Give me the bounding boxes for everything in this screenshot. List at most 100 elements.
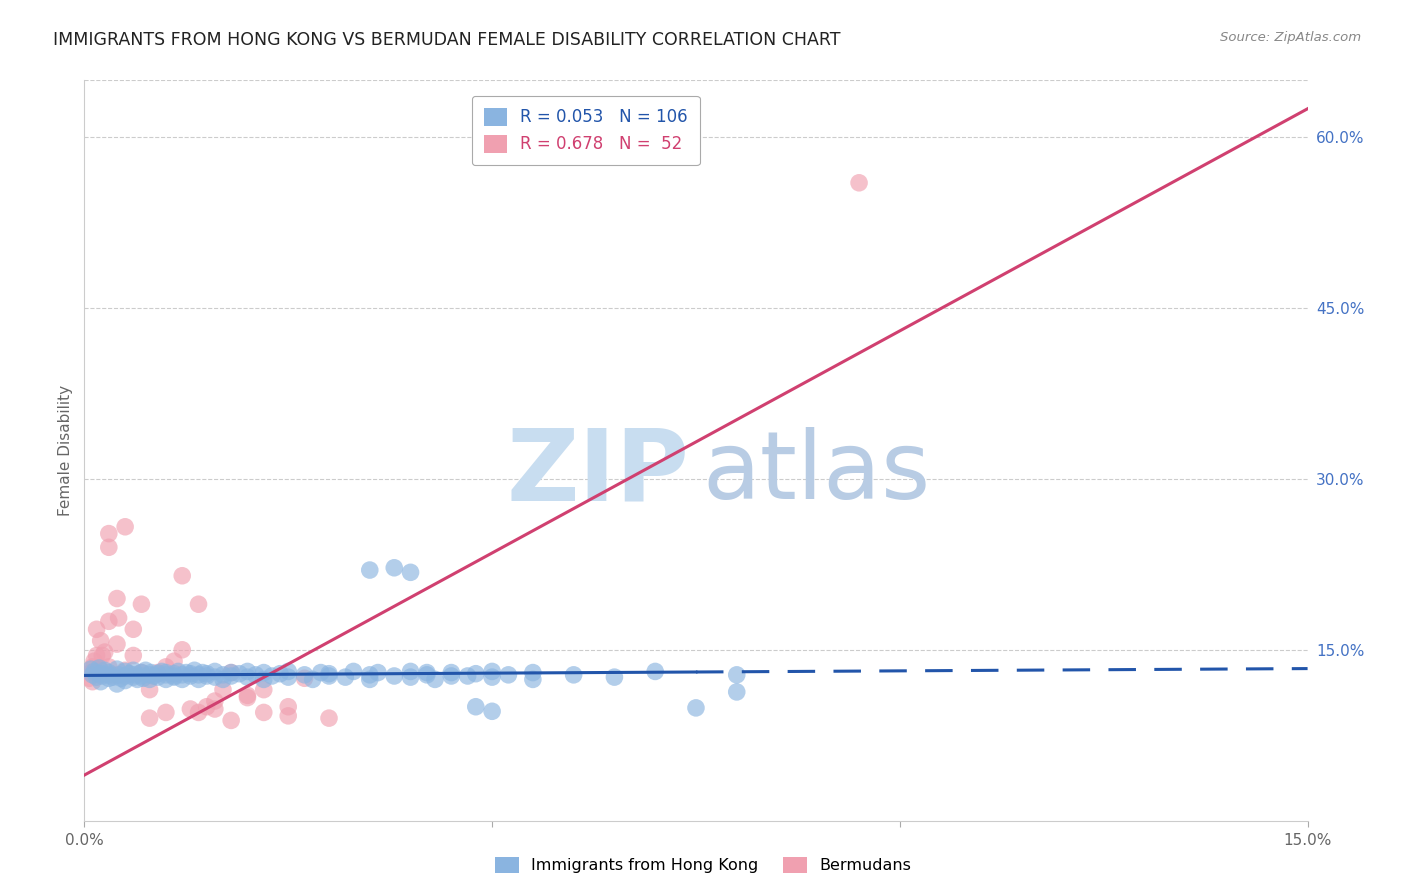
Point (87, 661, 110, 675)
Point (603, 670, 626, 684)
Point (309, 665, 332, 680)
Point (187, 597, 209, 611)
Text: Source: ZipAtlas.com: Source: ZipAtlas.com (1220, 31, 1361, 45)
Point (260, 669, 283, 683)
Point (80, 665, 103, 680)
Point (498, 668, 520, 682)
Point (86, 648, 108, 663)
Point (77, 671, 100, 685)
Legend: R = 0.053   N = 106, R = 0.678   N =  52: R = 0.053 N = 106, R = 0.678 N = 52 (472, 96, 700, 165)
Point (105, 591, 128, 606)
Point (101, 670, 124, 684)
Point (725, 685, 748, 699)
Point (138, 682, 160, 697)
Point (236, 665, 259, 679)
Point (163, 670, 186, 684)
Point (187, 673, 209, 687)
Point (179, 702, 201, 716)
Point (464, 666, 486, 681)
Point (122, 622, 145, 636)
Point (91, 669, 114, 683)
Point (101, 668, 124, 682)
Point (114, 520, 136, 534)
Point (114, 663, 136, 677)
Point (172, 642, 194, 657)
Point (174, 665, 197, 680)
Point (685, 701, 707, 715)
Point (219, 714, 242, 728)
Point (142, 669, 165, 683)
Point (204, 670, 226, 684)
Point (318, 666, 340, 681)
Point (150, 665, 173, 679)
Point (522, 665, 544, 680)
Point (172, 668, 194, 682)
Point (90, 663, 112, 677)
Text: ZIP: ZIP (508, 425, 690, 521)
Point (80, 662, 103, 676)
Point (163, 654, 186, 668)
Point (187, 706, 209, 720)
Point (131, 665, 153, 680)
Point (118, 666, 141, 681)
Point (228, 666, 250, 681)
Point (269, 666, 291, 681)
Point (277, 709, 299, 723)
Point (219, 665, 242, 680)
Point (342, 665, 364, 679)
Point (423, 673, 446, 687)
Point (399, 566, 422, 580)
Point (146, 665, 169, 680)
Point (155, 665, 177, 680)
Point (335, 670, 357, 684)
Point (183, 663, 205, 677)
Text: atlas: atlas (702, 426, 931, 518)
Point (90, 674, 112, 689)
Point (294, 671, 316, 685)
Point (135, 663, 157, 677)
Point (277, 670, 299, 684)
Point (131, 597, 153, 611)
Point (83, 654, 105, 668)
Y-axis label: Female Disability: Female Disability (58, 384, 73, 516)
Point (122, 670, 145, 684)
Point (97, 541, 120, 555)
Point (93, 645, 115, 659)
Point (399, 665, 422, 679)
Point (464, 699, 486, 714)
Point (382, 669, 405, 683)
Point (82, 668, 104, 682)
Point (187, 668, 209, 682)
Point (204, 702, 226, 716)
Point (167, 665, 190, 679)
Point (82, 674, 104, 689)
Point (204, 665, 226, 679)
Point (93, 663, 115, 677)
Point (219, 665, 242, 680)
Point (163, 669, 186, 683)
Point (122, 663, 145, 677)
Legend: Immigrants from Hong Kong, Bermudans: Immigrants from Hong Kong, Bermudans (488, 850, 918, 880)
Point (105, 637, 128, 651)
Point (236, 690, 259, 705)
Point (114, 673, 136, 688)
Point (179, 669, 201, 683)
Point (97, 615, 120, 629)
Point (114, 665, 136, 679)
Point (219, 669, 242, 683)
Point (277, 665, 299, 679)
Point (236, 689, 259, 703)
Point (127, 673, 149, 687)
Point (86, 622, 108, 636)
Point (212, 668, 235, 682)
Point (97, 660, 120, 674)
Point (522, 673, 544, 687)
Point (399, 670, 422, 684)
Point (440, 665, 463, 680)
Point (195, 669, 218, 683)
Point (253, 673, 276, 687)
Point (86, 670, 108, 684)
Point (179, 666, 201, 681)
Point (195, 666, 218, 681)
Point (97, 668, 120, 682)
